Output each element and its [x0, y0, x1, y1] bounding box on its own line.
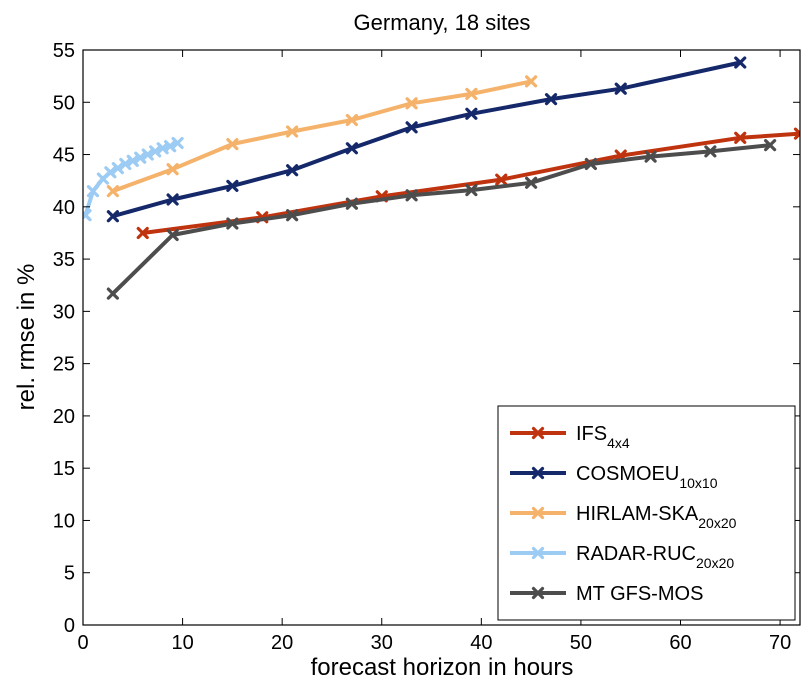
series-line	[112, 60, 741, 219]
data-point	[166, 193, 179, 206]
y-tick-label: 45	[53, 145, 75, 167]
legend-subscript: 4x4	[607, 435, 630, 451]
data-point	[734, 56, 747, 69]
data-point	[345, 142, 358, 155]
data-point	[286, 164, 299, 177]
x-tick-label: 60	[669, 632, 691, 654]
data-point	[405, 97, 418, 110]
data-point	[405, 121, 418, 134]
x-tick-label: 40	[470, 632, 492, 654]
data-point	[465, 183, 478, 197]
data-point	[405, 189, 418, 202]
data-point	[286, 209, 299, 222]
data-point	[164, 140, 177, 153]
y-tick-label: 40	[53, 197, 75, 219]
data-point	[345, 197, 358, 210]
data-point	[531, 586, 545, 600]
y-tick-label: 30	[53, 301, 75, 323]
data-point	[531, 426, 545, 440]
y-tick-label: 15	[53, 458, 75, 480]
y-tick-label: 25	[53, 354, 75, 376]
data-point	[531, 466, 545, 480]
data-point	[226, 179, 239, 193]
x-tick-label: 10	[171, 632, 193, 654]
plot-frame	[82, 49, 801, 626]
data-point	[495, 173, 508, 186]
data-point	[465, 107, 478, 120]
data-point	[465, 87, 478, 101]
data-point	[86, 185, 100, 198]
x-tick-label: 30	[371, 632, 393, 654]
data-point	[134, 151, 147, 164]
data-point	[286, 125, 299, 138]
series-radar-ruc	[83, 136, 184, 222]
data-point	[166, 163, 179, 176]
data-point	[226, 217, 239, 230]
legend: IFS4x4COSMOEU10x10HIRLAM-SKA20x20RADAR-R…	[497, 405, 796, 621]
legend-subscript: 20x20	[696, 555, 734, 571]
x-tick-label: 50	[570, 632, 592, 654]
data-point	[106, 287, 119, 300]
legend-item-hirlam-ska: HIRLAM-SKA20x20	[510, 503, 737, 531]
legend-subscript: 10x10	[679, 475, 717, 491]
data-point	[704, 145, 717, 158]
x-tick-label: 20	[271, 632, 293, 654]
x-tick-label: 70	[769, 632, 791, 654]
y-tick-label: 0	[64, 615, 75, 637]
data-point	[171, 136, 184, 150]
data-point	[106, 210, 119, 223]
chart-title: Germany, 18 sites	[354, 10, 531, 35]
y-tick-label: 20	[53, 406, 75, 428]
x-axis-label: forecast horizon in hours	[311, 654, 574, 681]
y-axis-label: rel. rmse in %	[13, 264, 40, 411]
series-ifs	[136, 127, 800, 240]
series-cosmoeu	[106, 56, 747, 223]
data-point	[119, 157, 132, 171]
series-line	[83, 141, 179, 216]
data-point	[734, 131, 747, 144]
data-point	[111, 162, 124, 175]
y-tick-label: 10	[53, 510, 75, 532]
data-point	[531, 506, 545, 520]
legend-label: MT GFS-MOS	[576, 583, 703, 605]
series-line	[112, 79, 532, 193]
y-tick-label: 55	[53, 40, 75, 62]
data-point	[126, 154, 139, 167]
data-point	[614, 82, 627, 95]
series-hirlam-ska	[106, 75, 538, 198]
data-point	[136, 226, 149, 240]
legend-item-mt-gfs-mos: MT GFS-MOS	[510, 583, 703, 605]
series-layer	[83, 56, 800, 300]
y-tick-label: 35	[53, 249, 75, 271]
axes-layer: 0 10 20 30 40 50 60 70 0 5 10 15 20 25 30 35 40 45 50 55	[53, 40, 800, 654]
data-point	[525, 176, 538, 189]
data-point	[226, 137, 239, 151]
series-mt-gfs-mos	[106, 139, 777, 300]
data-point	[793, 127, 800, 140]
data-point	[584, 157, 597, 171]
data-point	[544, 93, 558, 106]
y-tick-label: 50	[53, 92, 75, 114]
data-point	[525, 75, 538, 88]
y-tick-label: 5	[64, 563, 75, 585]
data-point	[149, 145, 162, 158]
data-point	[644, 150, 657, 163]
data-point	[531, 546, 545, 560]
data-point	[106, 185, 119, 198]
x-tick-label: 0	[77, 632, 88, 654]
data-point	[764, 139, 777, 152]
data-point	[345, 113, 358, 127]
legend-subscript: 20x20	[698, 515, 736, 531]
series-line	[111, 143, 771, 296]
data-point	[141, 148, 154, 161]
data-point	[104, 166, 117, 179]
data-point	[83, 209, 92, 222]
data-point	[166, 228, 179, 242]
